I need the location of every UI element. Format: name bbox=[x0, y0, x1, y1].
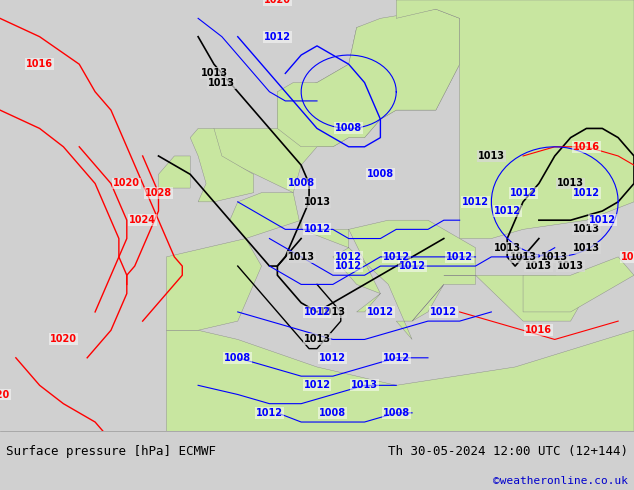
Text: 1028: 1028 bbox=[145, 188, 172, 197]
Text: 1008: 1008 bbox=[383, 408, 410, 418]
Text: 020: 020 bbox=[0, 390, 10, 399]
Text: 1012: 1012 bbox=[304, 224, 330, 234]
Text: 1013: 1013 bbox=[573, 243, 600, 253]
Text: 1013: 1013 bbox=[304, 197, 330, 207]
Text: 1020: 1020 bbox=[50, 335, 77, 344]
Text: Surface pressure [hPa] ECMWF: Surface pressure [hPa] ECMWF bbox=[6, 445, 216, 458]
Text: 1012: 1012 bbox=[383, 353, 410, 363]
Polygon shape bbox=[166, 9, 476, 340]
Polygon shape bbox=[166, 330, 634, 431]
Text: 1012: 1012 bbox=[446, 252, 473, 262]
Text: 1012: 1012 bbox=[573, 188, 600, 197]
Text: 1012: 1012 bbox=[304, 380, 330, 391]
Text: 1008: 1008 bbox=[288, 178, 314, 189]
Text: 1012: 1012 bbox=[367, 307, 394, 317]
Text: 1012: 1012 bbox=[399, 261, 425, 271]
Text: 1012: 1012 bbox=[494, 206, 521, 216]
Text: 1013: 1013 bbox=[351, 380, 378, 391]
Text: 1013: 1013 bbox=[526, 261, 552, 271]
Text: 1016: 1016 bbox=[573, 142, 600, 152]
Polygon shape bbox=[278, 9, 460, 147]
Text: 1012: 1012 bbox=[510, 188, 536, 197]
Text: 1020: 1020 bbox=[113, 178, 140, 189]
Polygon shape bbox=[396, 0, 634, 239]
Text: 1013: 1013 bbox=[557, 261, 584, 271]
Text: Th 30-05-2024 12:00 UTC (12+144): Th 30-05-2024 12:00 UTC (12+144) bbox=[387, 445, 628, 458]
Text: 1013: 1013 bbox=[209, 77, 235, 88]
Text: 1012: 1012 bbox=[320, 353, 346, 363]
Text: 1013: 1013 bbox=[510, 252, 536, 262]
Text: 1016: 1016 bbox=[526, 325, 552, 335]
Text: 1012: 1012 bbox=[462, 197, 489, 207]
Text: 1013: 1013 bbox=[557, 178, 584, 189]
Text: 1024: 1024 bbox=[129, 215, 156, 225]
Polygon shape bbox=[158, 156, 190, 188]
Text: 1012: 1012 bbox=[264, 32, 291, 42]
Text: 1013: 1013 bbox=[288, 252, 314, 262]
Text: 1012: 1012 bbox=[430, 307, 457, 317]
Text: ©weatheronline.co.uk: ©weatheronline.co.uk bbox=[493, 476, 628, 486]
Text: 1013: 1013 bbox=[541, 252, 568, 262]
Text: 1013: 1013 bbox=[478, 151, 505, 161]
Text: 1013: 1013 bbox=[573, 224, 600, 234]
Text: 1012: 1012 bbox=[335, 252, 362, 262]
Text: 1012: 1012 bbox=[383, 252, 410, 262]
Text: 1008: 1008 bbox=[335, 123, 362, 133]
Text: 1013: 1013 bbox=[200, 69, 228, 78]
Text: 1012: 1012 bbox=[335, 261, 362, 271]
Text: 1008: 1008 bbox=[320, 408, 346, 418]
Text: 1008: 1008 bbox=[224, 353, 251, 363]
Text: 1016: 1016 bbox=[621, 252, 634, 262]
Text: 1008: 1008 bbox=[367, 170, 394, 179]
Text: 1012: 1012 bbox=[589, 215, 616, 225]
Text: 1013: 1013 bbox=[320, 307, 346, 317]
Polygon shape bbox=[523, 257, 634, 312]
Text: 1012: 1012 bbox=[304, 307, 330, 317]
Polygon shape bbox=[190, 128, 254, 202]
Text: 1012: 1012 bbox=[256, 408, 283, 418]
Text: 1013: 1013 bbox=[494, 243, 521, 253]
Text: 1020: 1020 bbox=[264, 0, 291, 5]
Text: 1013: 1013 bbox=[304, 335, 330, 344]
Polygon shape bbox=[444, 275, 586, 321]
Text: 1016: 1016 bbox=[26, 59, 53, 69]
